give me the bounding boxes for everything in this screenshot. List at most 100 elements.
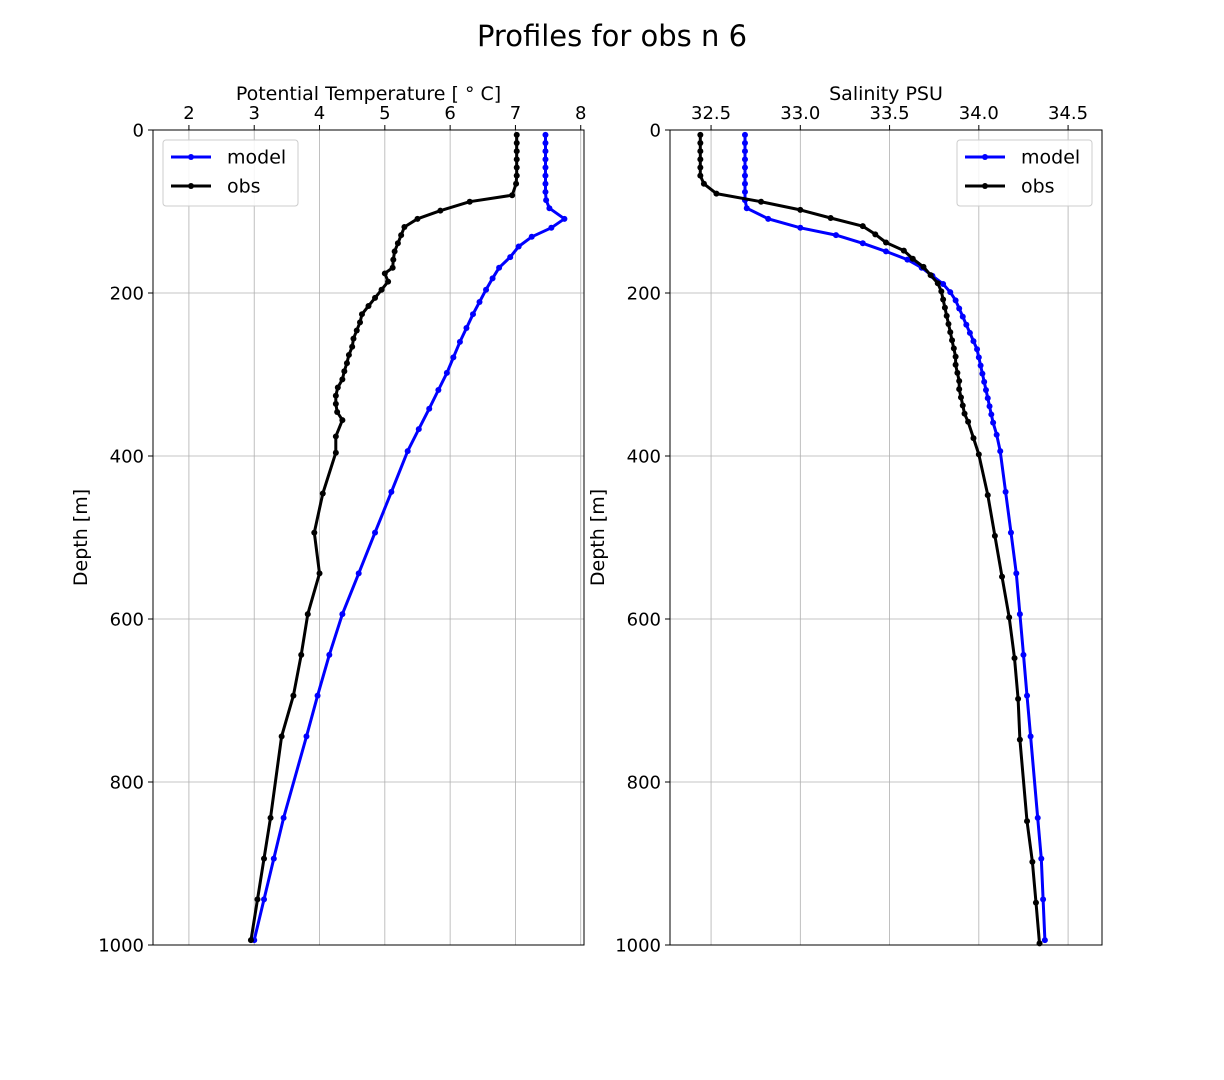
temperature-obs-point (509, 192, 516, 199)
salinity-obs-point (940, 296, 947, 303)
temperature-obs-point (513, 148, 520, 155)
salinity-model-point (797, 224, 804, 231)
salinity-model-point (963, 321, 970, 328)
salinity-model-point (1020, 651, 1027, 658)
salinity-model-point (940, 281, 947, 288)
temperature-y-tick-label: 0 (133, 121, 144, 142)
temperature-ticks: 2 3 4 5 6 7 8 0 200 400 600 800 1000 (98, 103, 586, 957)
temperature-obs-point (357, 319, 364, 326)
salinity-model-point (741, 188, 748, 195)
salinity-obs-point (991, 532, 998, 539)
temperature-y-tick-label: 400 (110, 447, 144, 468)
temperature-obs-point (398, 232, 405, 239)
temperature-x-tick-label: 4 (314, 103, 325, 124)
salinity-legend-model-marker (982, 154, 988, 160)
temperature-obs-point (391, 248, 398, 255)
temperature-obs-point (437, 207, 444, 214)
salinity-x-tick-label: 33.5 (870, 103, 910, 124)
temperature-obs-point (247, 937, 254, 944)
temperature-y-tick-label: 1000 (98, 936, 144, 957)
temperature-model-point (270, 855, 277, 862)
salinity-model-point (1002, 488, 1009, 495)
salinity-obs-point (920, 263, 927, 270)
salinity-obs-point (697, 164, 704, 171)
salinity-obs-point (713, 190, 720, 197)
temperature-model-point (561, 215, 568, 222)
salinity-model-point (1007, 529, 1014, 536)
temperature-obs-point (365, 303, 372, 310)
temperature-model-point (542, 188, 549, 195)
temperature-obs-point (298, 651, 305, 658)
temperature-legend-obs-marker (188, 183, 194, 189)
salinity-model-point (1024, 692, 1031, 699)
temperature-model-point (261, 896, 268, 903)
salinity-model-point (741, 164, 748, 171)
temperature-model-point (443, 369, 450, 376)
salinity-legend-obs-label: obs (1021, 176, 1055, 198)
salinity-model-point (741, 156, 748, 163)
salinity-model-point (765, 215, 772, 222)
salinity-obs-point (1006, 614, 1013, 621)
temperature-model-point (426, 405, 433, 412)
salinity-obs-point (909, 255, 916, 262)
salinity-obs-point (965, 418, 972, 425)
salinity-legend: model obs (956, 139, 1093, 207)
temperature-obs-point (381, 270, 388, 277)
salinity-y-tick-label: 800 (627, 773, 661, 794)
temperature-model-point (339, 611, 346, 618)
salinity-series (697, 131, 1048, 947)
salinity-model-point (956, 305, 963, 312)
salinity-model-point (1038, 855, 1045, 862)
temperature-obs-point (389, 264, 396, 271)
salinity-obs-point (697, 131, 704, 138)
temperature-model-point (542, 164, 549, 171)
temperature-obs-point (332, 449, 339, 456)
salinity-model-point (741, 172, 748, 179)
temperature-obs-point (350, 335, 357, 342)
salinity-obs-point (961, 410, 968, 417)
salinity-obs-point (1016, 736, 1023, 743)
temperature-model-point (543, 197, 550, 204)
salinity-model-point (975, 354, 982, 361)
temperature-y-tick-label: 800 (110, 773, 144, 794)
salinity-obs-point (970, 435, 977, 442)
temperature-model-point (450, 354, 457, 361)
salinity-legend-obs-marker (982, 183, 988, 189)
salinity-obs-point (947, 329, 954, 336)
temperature-obs-point (358, 311, 365, 318)
salinity-obs-point (943, 312, 950, 319)
temperature-model-point (469, 311, 476, 318)
temperature-model-point (528, 233, 535, 240)
temperature-model-point (542, 148, 549, 155)
salinity-obs-point (827, 215, 834, 222)
temperature-obs-point (349, 343, 356, 350)
temperature-legend-model-label: model (227, 147, 286, 169)
salinity-model-point (984, 395, 991, 402)
salinity-obs-point (697, 156, 704, 163)
temperature-model-point (542, 156, 549, 163)
temperature-legend: model obs (162, 139, 299, 207)
salinity-obs-point (952, 361, 959, 368)
temperature-obs-point (261, 855, 268, 862)
temperature-obs-point (513, 172, 520, 179)
temperature-obs-point (414, 215, 421, 222)
temperature-x-tick-label: 8 (575, 103, 586, 124)
salinity-obs-point (1011, 655, 1018, 662)
salinity-model-point (741, 180, 748, 187)
temperature-model-point (435, 386, 442, 393)
salinity-obs-point (954, 369, 961, 376)
salinity-model-point (1027, 733, 1034, 740)
temperature-obs-point (311, 529, 318, 536)
temperature-y-tick-label: 600 (110, 610, 144, 631)
temperature-model-point (548, 224, 555, 231)
temperature-model-point (542, 172, 549, 179)
temperature-x-tick-label: 2 (183, 103, 194, 124)
temperature-model-point (515, 243, 522, 250)
temperature-model-point (456, 338, 463, 345)
temperature-model-point (463, 325, 470, 332)
salinity-obs-point (1024, 818, 1031, 825)
salinity-obs-point (956, 386, 963, 393)
temperature-legend-model-marker (188, 154, 194, 160)
temperature-model-point (404, 448, 411, 455)
temperature-model-point (483, 286, 490, 293)
